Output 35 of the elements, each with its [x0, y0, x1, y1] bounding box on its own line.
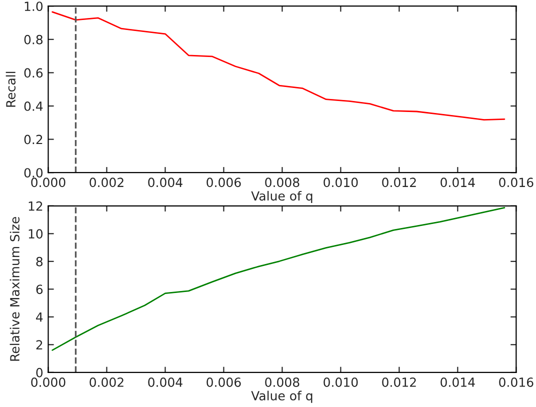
x-tick-label: 0.002 [90, 377, 124, 387]
x-tick-label: 0.016 [499, 377, 534, 387]
x-tick-label: 0.014 [440, 178, 475, 188]
y-tick-label: 2 [36, 340, 42, 350]
y-axis-title: Relative Maximum Size [10, 217, 20, 361]
x-tick-label: 0.010 [324, 178, 358, 188]
y-tick-label: 0.2 [24, 134, 42, 144]
x-tick-label: 0.004 [148, 178, 182, 188]
x-tick-label: 0.000 [31, 178, 66, 188]
y-tick-label: 8 [36, 256, 43, 266]
x-axis-title: Value of q [251, 390, 312, 403]
y-tick-label: 1.0 [24, 2, 43, 12]
x-tick-label: 0.014 [440, 377, 475, 387]
x-tick-label: 0.000 [31, 377, 66, 387]
x-axis-title: Value of q [251, 190, 312, 204]
x-tick-label: 0.016 [499, 178, 534, 188]
y-tick-label: 0.6 [24, 68, 43, 78]
x-tick-label: 0.008 [265, 377, 300, 387]
x-tick-label: 0.004 [148, 377, 182, 387]
y-axis-title: Recall [6, 72, 16, 107]
x-tick-label: 0.012 [382, 377, 416, 387]
x-tick-label: 0.008 [265, 178, 300, 188]
y-tick-label: 0.8 [24, 34, 43, 44]
y-tick-label: 0.4 [24, 101, 43, 111]
x-tick-label: 0.006 [206, 178, 241, 188]
y-tick-label: 4 [36, 312, 43, 322]
y-tick-label: 12 [28, 201, 42, 211]
x-tick-label: 0.006 [206, 377, 241, 387]
y-tick-label: 0 [36, 368, 43, 378]
y-tick-label: 10 [28, 229, 43, 239]
y-tick-label: 0.0 [24, 168, 43, 178]
x-tick-label: 0.012 [382, 178, 416, 188]
x-tick-label: 0.002 [90, 178, 124, 188]
x-tick-label: 0.010 [324, 377, 358, 387]
y-tick-label: 6 [36, 284, 43, 294]
